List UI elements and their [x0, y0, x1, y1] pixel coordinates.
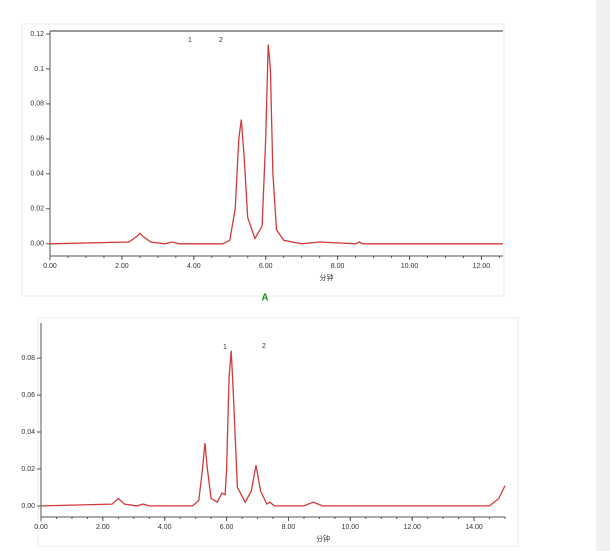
trace — [40, 350, 506, 507]
frame — [21, 23, 505, 297]
y-tick-label: 0.08 — [21, 355, 35, 362]
x-tick-label: 14.00 — [465, 524, 483, 531]
x-tick-label: 10.00 — [401, 263, 419, 270]
x-axis-label: 分钟 — [316, 534, 330, 543]
y-tick-label: 0.12 — [30, 31, 44, 38]
peak-label: 1 — [223, 344, 227, 351]
x-tick-label: 12.00 — [403, 524, 421, 531]
y-tick-label: 0.04 — [30, 171, 44, 178]
x-tick-label: 0.00 — [43, 263, 57, 270]
x-tick-label: 8.00 — [282, 524, 296, 531]
peak-label: 2 — [262, 343, 266, 350]
x-tick-label: 6.00 — [220, 524, 234, 531]
scrollbar — [596, 0, 610, 551]
y-tick-label: 0.04 — [21, 429, 35, 436]
x-tick-label: 2.00 — [96, 524, 110, 531]
trace — [49, 44, 503, 245]
x-tick-label: 2.00 — [115, 263, 129, 270]
y-tick-label: 0.02 — [21, 466, 35, 473]
y-tick-label: 0.00 — [21, 503, 35, 510]
x-tick-label: 4.00 — [158, 524, 172, 531]
x-tick-label: 6.00 — [259, 263, 273, 270]
x-tick-label: 12.00 — [473, 263, 491, 270]
y-tick-label: 0.02 — [30, 206, 44, 213]
x-tick-label: 4.00 — [187, 263, 201, 270]
y-tick-label: 0.06 — [21, 392, 35, 399]
x-tick-label: 0.00 — [34, 524, 48, 531]
y-tick-label: 0.08 — [30, 101, 44, 108]
frame — [37, 317, 519, 547]
y-tick-label: 0.1 — [34, 66, 44, 73]
y-tick-label: 0.06 — [30, 136, 44, 143]
x-tick-label: 8.00 — [331, 263, 345, 270]
peak-label: 2 — [219, 37, 223, 44]
peak-label: 1 — [188, 37, 192, 44]
y-tick-label: 0.00 — [30, 241, 44, 248]
x-axis-label: 分钟 — [320, 273, 334, 282]
caption: A — [261, 293, 268, 304]
x-tick-label: 10.00 — [342, 524, 360, 531]
